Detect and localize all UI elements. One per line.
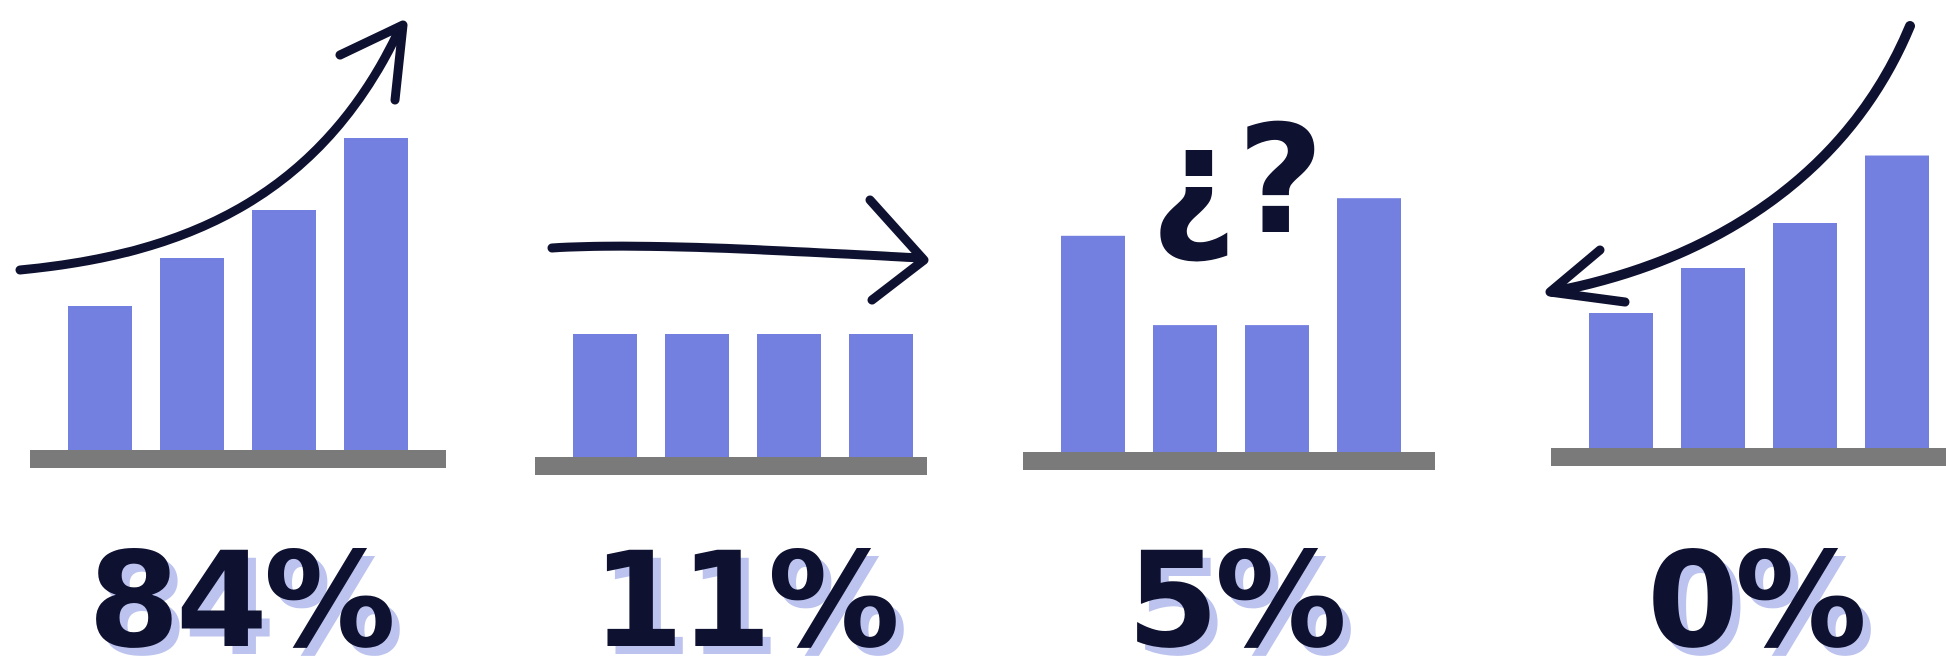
bar-2-3 [757,334,821,457]
bar-4-2 [1681,268,1745,448]
chart-panel-2 [535,334,927,475]
baseline-4 [1551,448,1946,466]
down-left-arrow-head-icon [1545,245,1630,307]
baseline-1 [30,450,446,468]
right-arrow-icon [547,241,927,263]
label-shadow-3: 5% [1135,532,1352,672]
up-right-arrow-icon [15,23,405,275]
bar-4-4 [1865,155,1929,448]
percent-label-2: 11% [592,524,897,672]
down-left-arrow-icon [1547,21,1915,297]
percent-label-3: 5% [1127,524,1344,672]
bar-2-2 [665,334,729,457]
bar-2-4 [849,334,913,457]
label-shadow-4: 0% [1655,532,1872,672]
label-shadow-1: 84% [96,532,401,672]
bar-1-3 [252,210,316,450]
right-arrow-head-icon [865,195,929,305]
bar-3-2 [1153,325,1217,452]
chart-panel-4 [1551,155,1946,466]
bar-4-3 [1773,223,1837,448]
percent-label-4: 0% [1647,524,1864,672]
baseline-3 [1023,452,1435,470]
bar-1-4 [344,138,408,450]
bar-3-3 [1245,325,1309,452]
label-shadow-2: 11% [600,532,905,672]
bar-3-4 [1337,198,1401,452]
bar-1-1 [68,306,132,450]
chart-panel-1 [30,138,446,468]
bar-2-1 [573,334,637,457]
bar-4-1 [1589,313,1653,448]
up-right-arrow-head-icon [335,20,408,105]
question-annotation: ¿? [1150,94,1324,268]
percent-label-1: 84% [88,524,393,672]
chart-panel-3 [1023,198,1435,470]
bar-3-1 [1061,235,1125,452]
baseline-2 [535,457,927,475]
bar-1-2 [160,258,224,450]
